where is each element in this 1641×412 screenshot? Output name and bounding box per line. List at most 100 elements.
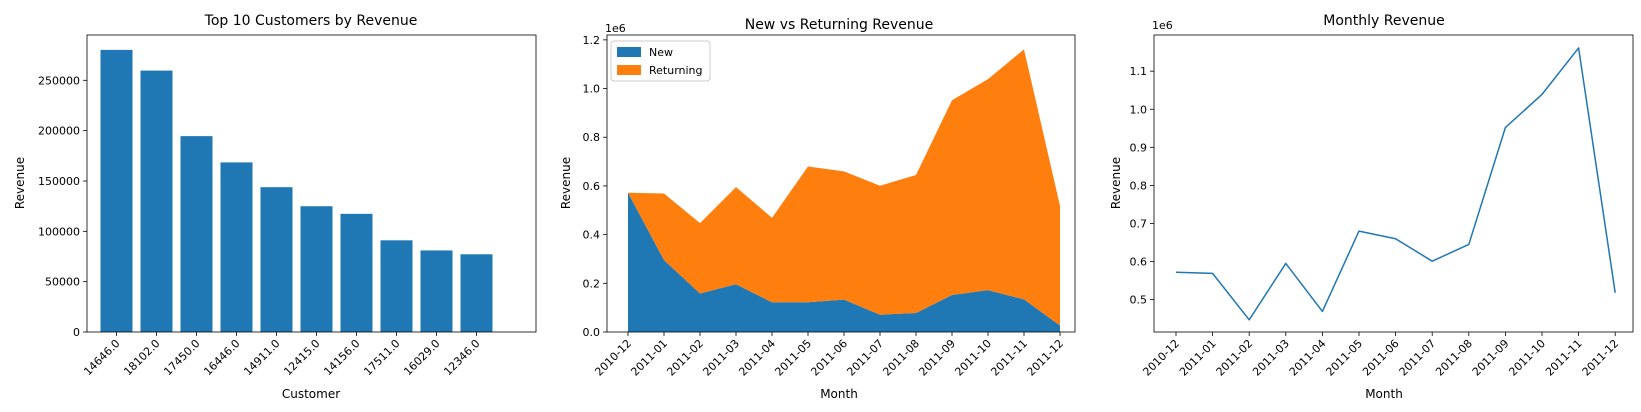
chart2-xlabel: Month bbox=[820, 387, 858, 401]
chart2-ytick-label: 0.2 bbox=[583, 277, 601, 290]
chart1-bars bbox=[100, 49, 493, 333]
chart1-x-ticks: 14646.018102.017450.016446.014911.012415… bbox=[81, 332, 483, 378]
chart2-xtick-label: 2011-08 bbox=[880, 337, 922, 379]
bar-18102.0 bbox=[140, 70, 173, 332]
chart-monthly-revenue: Monthly Revenue 1e6 0.5 0.6 0.7 0.8 0.9 1.0 1.… bbox=[1109, 13, 1634, 401]
chart1-xtick-label: 14156.0 bbox=[321, 337, 362, 378]
chart2-title: New vs Returning Revenue bbox=[745, 17, 934, 33]
chart1-xtick-label: 14646.0 bbox=[81, 337, 122, 378]
chart-top-customers: Top 10 Customers by Revenue 0 50000 100000… bbox=[13, 13, 537, 401]
chart2-ytick-label: 0.0 bbox=[583, 326, 601, 339]
chart1-xlabel: Customer bbox=[282, 387, 340, 401]
chart1-ytick-label: 50000 bbox=[45, 276, 80, 289]
chart2-ytick-label: 0.4 bbox=[583, 229, 601, 242]
legend-new-label: New bbox=[649, 46, 673, 59]
chart3-ytick-label: 1.1 bbox=[1130, 65, 1148, 78]
bar-16446.0 bbox=[220, 162, 253, 332]
chart3-ytick-label: 0.8 bbox=[1130, 179, 1148, 192]
chart3-xtick-label: 2011-10 bbox=[1506, 337, 1548, 379]
bar-16029.0 bbox=[420, 250, 453, 332]
chart3-y-offset: 1e6 bbox=[1152, 19, 1173, 32]
chart2-y-offset: 1e6 bbox=[605, 22, 626, 35]
chart3-plot-frame bbox=[1153, 34, 1634, 333]
chart1-xtick-label: 12346.0 bbox=[441, 337, 482, 378]
chart2-legend: New Returning bbox=[610, 40, 711, 82]
chart2-areas bbox=[628, 49, 1060, 332]
bar-14156.0 bbox=[340, 213, 373, 332]
area-returning bbox=[628, 49, 1060, 326]
bar-12415.0 bbox=[300, 206, 333, 332]
area-new bbox=[628, 192, 1060, 332]
chart1-xtick-label: 16029.0 bbox=[401, 337, 442, 378]
chart2-xtick-label: 2011-06 bbox=[808, 337, 850, 379]
chart1-ytick-label: 100000 bbox=[38, 225, 80, 238]
chart3-ylabel: Revenue bbox=[1109, 157, 1123, 209]
chart2-plot-frame bbox=[606, 34, 1076, 333]
chart3-title: Monthly Revenue bbox=[1323, 13, 1444, 29]
chart1-ytick-label: 0 bbox=[73, 326, 80, 339]
chart3-y-ticks: 0.5 0.6 0.7 0.8 0.9 1.0 1.1 bbox=[1130, 65, 1154, 307]
chart1-ytick-label: 150000 bbox=[38, 175, 80, 188]
chart3-xtick-label: 2011-01 bbox=[1177, 337, 1219, 379]
chart1-xtick-label: 16446.0 bbox=[201, 337, 242, 378]
chart2-ytick-label: 0.8 bbox=[583, 131, 601, 144]
chart-new-vs-returning: New vs Returning Revenue 1e6 0.00.20.40.… bbox=[559, 17, 1076, 401]
chart2-xtick-label: 2011-05 bbox=[772, 337, 814, 379]
chart1-ytick-label: 200000 bbox=[38, 125, 80, 138]
chart3-ytick-label: 0.7 bbox=[1130, 217, 1148, 230]
chart2-xtick-label: 2011-04 bbox=[736, 337, 778, 379]
chart3-ytick-label: 0.6 bbox=[1130, 256, 1148, 269]
chart1-ylabel: Revenue bbox=[13, 157, 27, 209]
chart3-xtick-label: 2011-05 bbox=[1323, 337, 1365, 379]
bar-14911.0 bbox=[260, 187, 293, 332]
chart2-xtick-label: 2011-10 bbox=[952, 337, 994, 379]
chart3-xtick-label: 2011-12 bbox=[1580, 337, 1622, 379]
chart2-ytick-label: 0.6 bbox=[583, 180, 601, 193]
chart3-xtick-label: 2011-02 bbox=[1214, 337, 1256, 379]
chart3-ytick-label: 1.0 bbox=[1130, 103, 1148, 116]
chart3-xtick-label: 2011-07 bbox=[1397, 337, 1439, 379]
legend-returning-label: Returning bbox=[649, 64, 703, 77]
chart2-ytick-label: 1.2 bbox=[583, 34, 601, 47]
chart3-xtick-label: 2010-12 bbox=[1140, 337, 1182, 379]
chart2-xtick-label: 2011-02 bbox=[664, 337, 706, 379]
chart2-xtick-label: 2011-09 bbox=[916, 337, 958, 379]
bar-17511.0 bbox=[380, 240, 413, 332]
chart2-ylabel: Revenue bbox=[559, 157, 573, 209]
chart1-xtick-label: 12415.0 bbox=[281, 337, 322, 378]
chart3-series-line bbox=[1175, 47, 1616, 321]
chart2-xtick-label: 2010-12 bbox=[592, 337, 634, 379]
chart2-xtick-label: 2011-11 bbox=[988, 337, 1030, 379]
chart2-xtick-label: 2011-03 bbox=[700, 337, 742, 379]
chart1-xtick-label: 17450.0 bbox=[161, 337, 202, 378]
chart1-xtick-label: 17511.0 bbox=[361, 337, 402, 378]
chart3-xtick-label: 2011-04 bbox=[1287, 337, 1329, 379]
legend-returning-swatch bbox=[617, 65, 641, 75]
bar-12346.0 bbox=[460, 254, 493, 332]
chart1-plot-frame bbox=[86, 34, 537, 333]
chart2-x-ticks: 2010-122011-012011-022011-032011-042011-… bbox=[592, 332, 1066, 379]
chart1-xtick-label: 14911.0 bbox=[241, 337, 282, 378]
chart2-xtick-label: 2011-01 bbox=[628, 337, 670, 379]
chart3-xtick-label: 2011-09 bbox=[1470, 337, 1512, 379]
chart2-y-ticks: 0.0 0.2 0.4 0.6 0.8 1.0 1.2 bbox=[583, 34, 607, 339]
chart2-xtick-label: 2011-07 bbox=[844, 337, 886, 379]
legend-new-swatch bbox=[617, 47, 641, 57]
line-monthly-revenue bbox=[1175, 47, 1616, 321]
bar-14646.0 bbox=[100, 49, 133, 333]
chart1-y-ticks: 0 50000 100000 150000 200000 250000 bbox=[38, 74, 87, 339]
bar-17450.0 bbox=[180, 136, 213, 332]
chart1-title: Top 10 Customers by Revenue bbox=[204, 13, 418, 29]
chart1-ytick-label: 250000 bbox=[38, 74, 80, 87]
chart3-xtick-label: 2011-08 bbox=[1433, 337, 1475, 379]
chart3-xtick-label: 2011-06 bbox=[1360, 337, 1402, 379]
chart2-ytick-label: 1.0 bbox=[583, 83, 601, 96]
chart3-ytick-label: 0.5 bbox=[1130, 294, 1148, 307]
chart3-ytick-label: 0.9 bbox=[1130, 141, 1148, 154]
chart3-xtick-label: 2011-03 bbox=[1250, 337, 1292, 379]
chart1-xtick-label: 18102.0 bbox=[121, 337, 162, 378]
chart3-xtick-label: 2011-11 bbox=[1543, 337, 1585, 379]
chart3-xlabel: Month bbox=[1365, 387, 1403, 401]
chart3-x-ticks: 2010-122011-012011-022011-032011-042011-… bbox=[1140, 332, 1621, 379]
